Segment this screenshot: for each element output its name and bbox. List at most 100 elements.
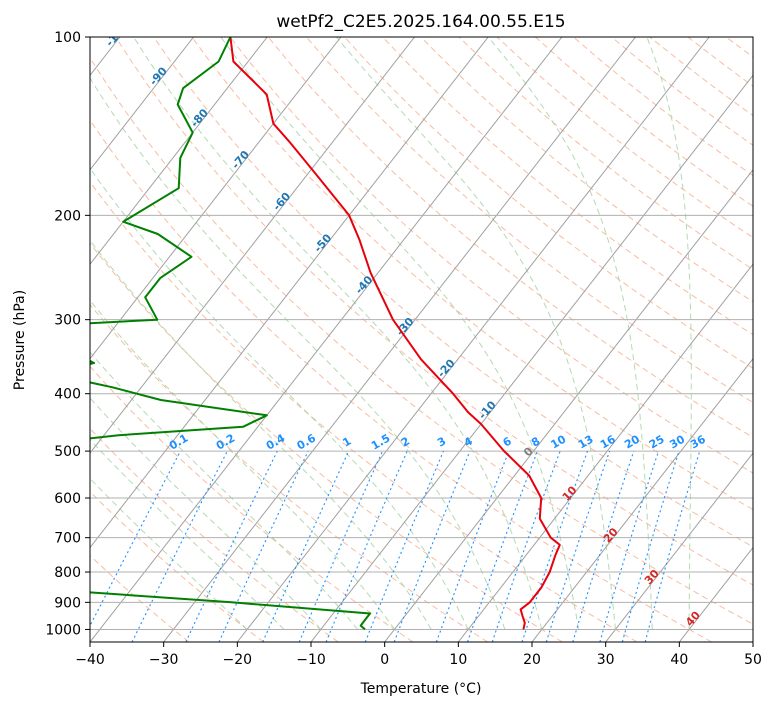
- y-tick-label: 900: [54, 595, 81, 611]
- mixing-ratio-labels: 0.1 0.2 0.4 0.6 1 1.5 2 3 4 6 8 10 13 16 20 25 30 36: [167, 431, 708, 452]
- isotherm-label: -60: [270, 190, 293, 214]
- y-tick-label: 1000: [45, 622, 81, 638]
- isotherm-line: [531, 357, 753, 642]
- dry-adiabat-line: [115, 37, 753, 586]
- dry-adiabat-line: [90, 554, 190, 642]
- moist-adiabat-line: [336, 37, 616, 630]
- mixing-ratio-line: [572, 450, 635, 642]
- isotherm-label: -100: [103, 20, 131, 49]
- mixing-ratio-line: [521, 450, 589, 642]
- mixing-ratio-label: 25: [647, 433, 667, 452]
- mixing-ratio-label: 10: [549, 432, 569, 451]
- x-tick-label: 50: [744, 652, 762, 668]
- dry-adiabat-line: [229, 37, 753, 474]
- mixing-ratio-line: [218, 450, 309, 642]
- mixing-ratio-line: [393, 450, 471, 642]
- pressure-gridlines: [90, 37, 753, 630]
- dry-adiabats: [90, 37, 753, 642]
- mixing-ratio-line: [131, 450, 228, 642]
- dry-adiabat-line: [90, 242, 563, 642]
- plot-area: -100-90-80-70-60-50-40-30-20-10010203040…: [90, 20, 753, 642]
- dry-adiabat-line: [305, 37, 753, 403]
- dry-adiabat-line: [687, 37, 753, 87]
- y-tick-label: 200: [54, 208, 81, 224]
- mixing-ratio-line: [298, 450, 384, 642]
- y-tick-label: 400: [54, 387, 81, 403]
- mixing-ratio-label: 20: [622, 432, 642, 451]
- moist-adiabat-line: [90, 299, 395, 630]
- moist-adiabat-line: [487, 37, 653, 630]
- mixing-ratio-line: [621, 450, 680, 642]
- x-tick-label: −30: [149, 652, 179, 668]
- temperature-line: [229, 37, 561, 630]
- mixing-ratio-label: 13: [576, 433, 596, 452]
- y-tick-label: 100: [54, 30, 81, 46]
- y-tick-label: 800: [54, 565, 81, 581]
- mixing-ratio-line: [644, 450, 701, 642]
- x-axis-ticks: −40 −30 −20 −10 0 10 20 30 40 50: [75, 642, 762, 668]
- mixing-ratio-line: [90, 450, 181, 628]
- isotherm-line: [163, 37, 636, 642]
- dry-adiabat-line: [90, 119, 712, 642]
- moist-adiabat-line: [90, 351, 358, 630]
- profile-series: [90, 37, 561, 631]
- moist-adiabat-line: [646, 37, 692, 630]
- isotherm-line: [236, 37, 710, 642]
- y-axis-ticks: 1000 900 800 700 600 500 400 300 200 100: [45, 30, 90, 638]
- mixing-ratio-label: 0.6: [295, 431, 319, 452]
- x-tick-label: −40: [75, 652, 105, 668]
- isotherm-label: -70: [229, 148, 252, 172]
- y-tick-label: 500: [54, 444, 81, 460]
- dry-adiabat-line: [90, 303, 488, 642]
- x-tick-label: 40: [670, 652, 688, 668]
- moist-adiabat-line: [220, 37, 580, 630]
- x-axis-label: Temperature (°C): [360, 681, 482, 697]
- dry-adiabat-line: [90, 365, 414, 642]
- mixing-ratio-label: 4: [462, 434, 475, 449]
- dry-adiabat-line: [153, 37, 753, 548]
- dry-adiabat-line: [90, 490, 264, 642]
- mixing-ratio-label: 2: [399, 435, 412, 450]
- moist-adiabat-line: [90, 397, 322, 630]
- mixing-ratio-label: 1.5: [369, 432, 392, 453]
- x-tick-label: 30: [597, 652, 615, 668]
- x-tick-label: 0: [380, 652, 389, 668]
- dry-adiabat-line: [534, 37, 753, 207]
- isotherm-line: [384, 168, 753, 642]
- dry-adiabat-line: [382, 37, 753, 336]
- mixing-ratio-line: [262, 450, 350, 642]
- mixing-ratio-line: [364, 450, 444, 642]
- mixing-ratio-label: 3: [435, 435, 448, 450]
- mixing-ratio-lines: [90, 450, 701, 642]
- dry-adiabat-line: [90, 56, 753, 625]
- isotherm-line: [90, 37, 268, 266]
- mixing-ratio-line: [545, 450, 611, 642]
- moist-adiabat-line: [90, 77, 506, 630]
- isotherm-line: [90, 37, 415, 454]
- dry-adiabat-line: [267, 37, 753, 438]
- isotherm-line: [90, 37, 194, 171]
- mixing-ratio-label: 0.2: [214, 432, 237, 453]
- isotherm-line: [310, 74, 753, 642]
- mixing-ratio-label: 1: [340, 435, 353, 450]
- isotherm-line: [457, 263, 753, 642]
- mixing-ratio-line: [325, 450, 408, 642]
- x-tick-label: −10: [296, 652, 326, 668]
- dewpoint-line: [90, 37, 371, 631]
- isotherm-label: 30: [642, 567, 662, 587]
- mixing-ratio-line: [491, 450, 561, 642]
- isotherm-line: [752, 641, 753, 642]
- isotherm-label: -50: [311, 231, 334, 255]
- mixing-ratio-label: 30: [667, 432, 687, 451]
- isotherm-line: [90, 37, 489, 549]
- isotherm-label: -80: [188, 106, 211, 130]
- x-tick-label: 20: [523, 652, 541, 668]
- dry-adiabat-line: [496, 37, 753, 239]
- dry-adiabat-line: [191, 37, 753, 511]
- isotherm-label: -10: [476, 398, 499, 422]
- y-tick-label: 300: [54, 313, 81, 329]
- mixing-ratio-line: [435, 450, 510, 642]
- mixing-ratio-line: [599, 450, 660, 642]
- moist-adiabat-line: [133, 37, 543, 630]
